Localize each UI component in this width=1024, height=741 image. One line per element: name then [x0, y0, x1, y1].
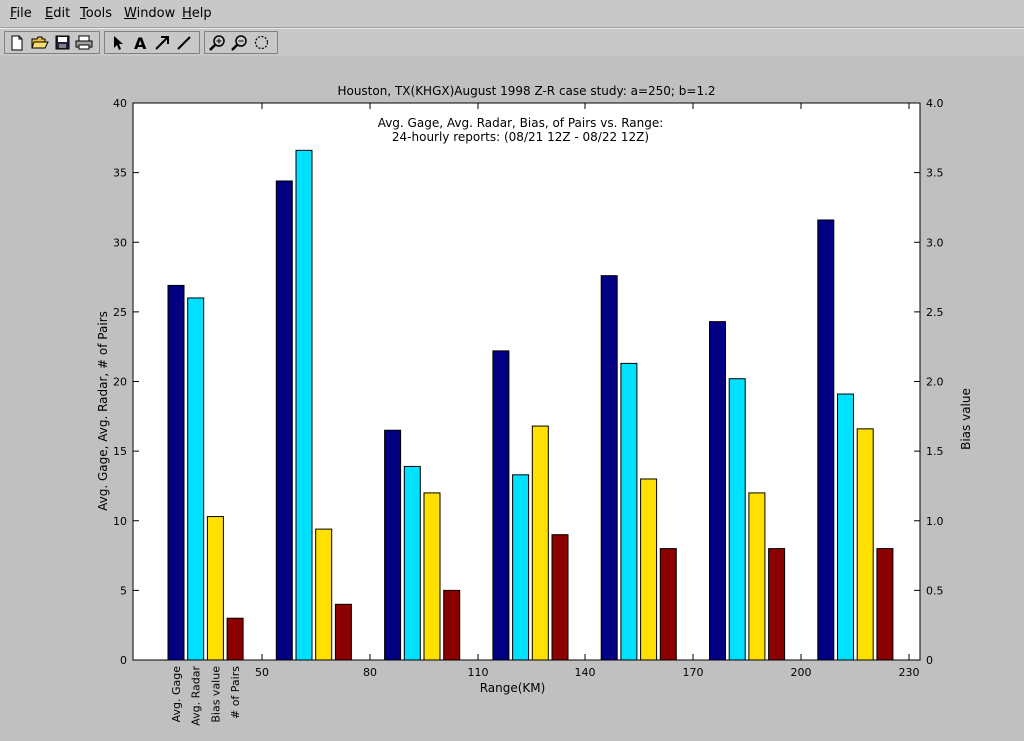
bar	[768, 548, 786, 661]
open-folder-icon[interactable]	[30, 33, 50, 52]
bar	[423, 492, 441, 661]
bar	[531, 425, 549, 661]
chart: 0 5 10 15 20 25 30 35 40 0 0.5 1.0 1.5 2.0 2.5 3.0 3.5 4.…	[96, 84, 973, 726]
toolbar: A	[0, 28, 1024, 57]
x-tick-label: 230	[899, 666, 920, 679]
bar	[167, 284, 185, 661]
line-tool-icon[interactable]	[174, 33, 194, 52]
y-tick-label: 35	[113, 167, 127, 180]
menu-tools[interactable]: Tools	[80, 6, 113, 21]
x-tick-label: 110	[468, 666, 489, 679]
y-tick-label: 20	[113, 376, 127, 389]
axes-group: 0 5 10 15 20 25 30 35 40 0 0.5 1.0 1.5 2.0 2.5 3.0 3.5 4.…	[113, 97, 944, 726]
bar	[295, 149, 313, 661]
menu-window[interactable]: Window	[124, 6, 176, 21]
y2-tick-label: 1.5	[926, 445, 944, 458]
arrow-tool-icon[interactable]	[152, 33, 172, 52]
bar	[837, 393, 854, 661]
bar	[620, 362, 638, 661]
y-tick-label: 10	[113, 515, 127, 528]
draw-tools-group: A	[104, 31, 200, 54]
menu-help[interactable]: Help	[182, 6, 212, 21]
bar	[226, 617, 244, 661]
bar	[443, 589, 461, 661]
print-icon[interactable]	[74, 33, 94, 52]
x-tick-label: 80	[363, 666, 377, 679]
view-tools-group	[204, 31, 278, 54]
bar	[600, 275, 618, 661]
menu-edit[interactable]: Edit	[45, 6, 71, 21]
bar	[709, 321, 726, 661]
y-tick-label: 5	[120, 584, 127, 597]
bar	[384, 429, 402, 661]
rotate-icon[interactable]	[251, 33, 271, 52]
x-tick-label: 140	[575, 666, 596, 679]
series-label: Bias value	[209, 666, 222, 723]
file-tools-group	[4, 31, 100, 54]
x-tick-label: 200	[791, 666, 812, 679]
x-tick-label: 170	[683, 666, 704, 679]
bar	[640, 478, 658, 661]
y2-tick-label: 1.0	[926, 515, 944, 528]
zoom-in-icon[interactable]	[207, 33, 227, 52]
y2-tick-label: 3.0	[926, 236, 944, 249]
bar	[856, 428, 874, 661]
zoom-out-icon[interactable]	[229, 33, 249, 52]
y-tick-label: 30	[113, 236, 127, 249]
y-axis-label: Avg. Gage, Avg. Radar, # of Pairs	[96, 311, 110, 511]
bar	[492, 350, 510, 661]
figure-area: 0 5 10 15 20 25 30 35 40 0 0.5 1.0 1.5 2.0 2.5 3.0 3.5 4.…	[0, 56, 1024, 737]
chart-title: Houston, TX(KHGX)August 1998 Z-R case st…	[337, 84, 715, 98]
bar	[551, 534, 569, 661]
bar	[512, 474, 530, 661]
y-tick-label: 15	[113, 445, 127, 458]
bar	[876, 548, 894, 661]
y2-tick-label: 0	[926, 654, 933, 667]
bar	[659, 548, 677, 661]
bar	[187, 297, 205, 661]
y2-tick-label: 0.5	[926, 584, 944, 597]
svg-text:A: A	[134, 35, 147, 51]
bars-group	[167, 149, 894, 661]
series-label: Avg. Gage	[170, 666, 183, 723]
chart-subtitle-line1: Avg. Gage, Avg. Radar, Bias, of Pairs vs…	[378, 116, 664, 130]
y2-axis-label: Bias value	[959, 388, 973, 450]
bar	[275, 180, 293, 661]
y2-tick-label: 2.5	[926, 306, 944, 319]
bar	[206, 516, 224, 661]
chart-subtitle-line2: 24-hourly reports: (08/21 12Z - 08/22 12…	[392, 130, 649, 144]
new-file-icon[interactable]	[7, 33, 27, 52]
bar	[748, 492, 766, 661]
x-axis-label: Range(KM)	[480, 681, 546, 695]
y2-tick-label: 2.0	[926, 376, 944, 389]
bar	[728, 378, 746, 661]
x-tick-label: 50	[255, 666, 269, 679]
bar	[403, 465, 421, 661]
pointer-arrow-icon[interactable]	[108, 33, 128, 52]
text-tool-icon[interactable]: A	[130, 33, 150, 52]
y-tick-label: 40	[113, 97, 127, 110]
menu-file[interactable]: File	[10, 6, 32, 21]
y-tick-label: 25	[113, 306, 127, 319]
bar	[334, 603, 352, 661]
save-icon[interactable]	[52, 33, 72, 52]
menu-bar: File Edit Tools Window Help	[0, 0, 1024, 28]
y-tick-label: 0	[120, 654, 127, 667]
series-label: # of Pairs	[229, 666, 242, 719]
y2-tick-label: 4.0	[926, 97, 944, 110]
bar	[817, 219, 835, 661]
y2-tick-label: 3.5	[926, 167, 944, 180]
bar	[315, 528, 333, 661]
series-label: Avg. Radar	[190, 666, 203, 726]
